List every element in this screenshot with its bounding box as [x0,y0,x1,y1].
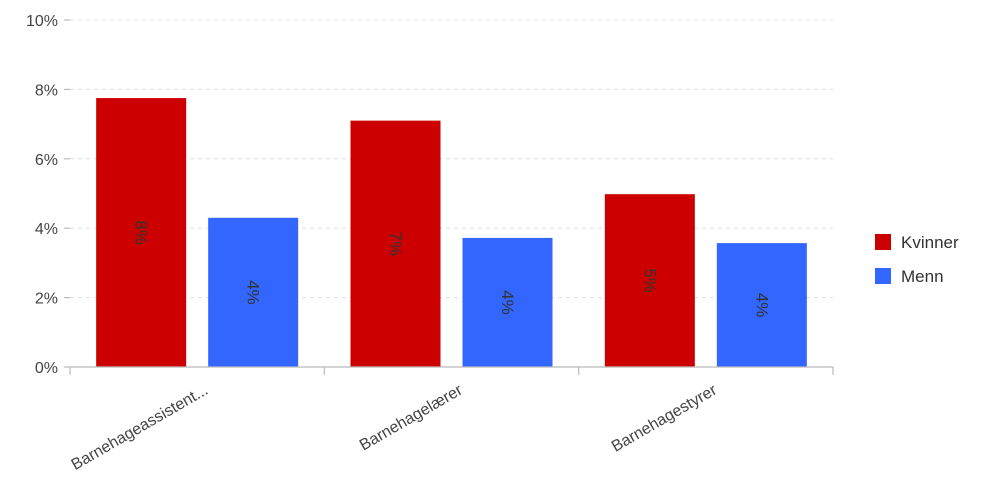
bar-menn-2 [716,243,807,367]
bar-kvinner-2 [604,194,695,367]
legend: Kvinner Menn [875,233,959,286]
legend-swatch-menn [875,268,891,284]
y-tick-label: 6% [35,152,58,169]
x-category-label: Barnehagelærer [357,381,466,454]
y-tick-label: 2% [35,291,58,308]
bar-menn-1 [462,237,553,367]
y-tick-label: 8% [35,82,58,99]
bar-kvinner-0 [96,98,187,367]
y-axis: 0% 2% 4% 6% 8% 10% [26,13,70,377]
x-category-label: Barnehagestyrer [609,381,721,455]
x-category-label: Barnehageassistent... [69,382,212,474]
legend-label-kvinner: Kvinner [901,233,959,252]
y-tick-label: 4% [35,221,58,238]
grid-lines [70,19,833,299]
data-label: 5% [640,268,659,293]
y-tick-label: 0% [35,360,58,377]
data-label: 4% [752,293,771,318]
bars: 8% 4% 7% 4% 5% 4% [96,98,807,367]
data-label: 8% [132,220,151,245]
data-label: 7% [386,232,405,257]
bar-kvinner-1 [350,120,441,367]
legend-swatch-kvinner [875,234,891,250]
legend-label-menn: Menn [901,267,944,286]
y-tick-label: 10% [26,13,58,30]
data-label: 4% [244,280,263,305]
bar-menn-0 [208,217,299,367]
data-label: 4% [498,290,517,315]
x-axis: Barnehageassistent... Barnehagelærer Barne… [69,366,834,474]
